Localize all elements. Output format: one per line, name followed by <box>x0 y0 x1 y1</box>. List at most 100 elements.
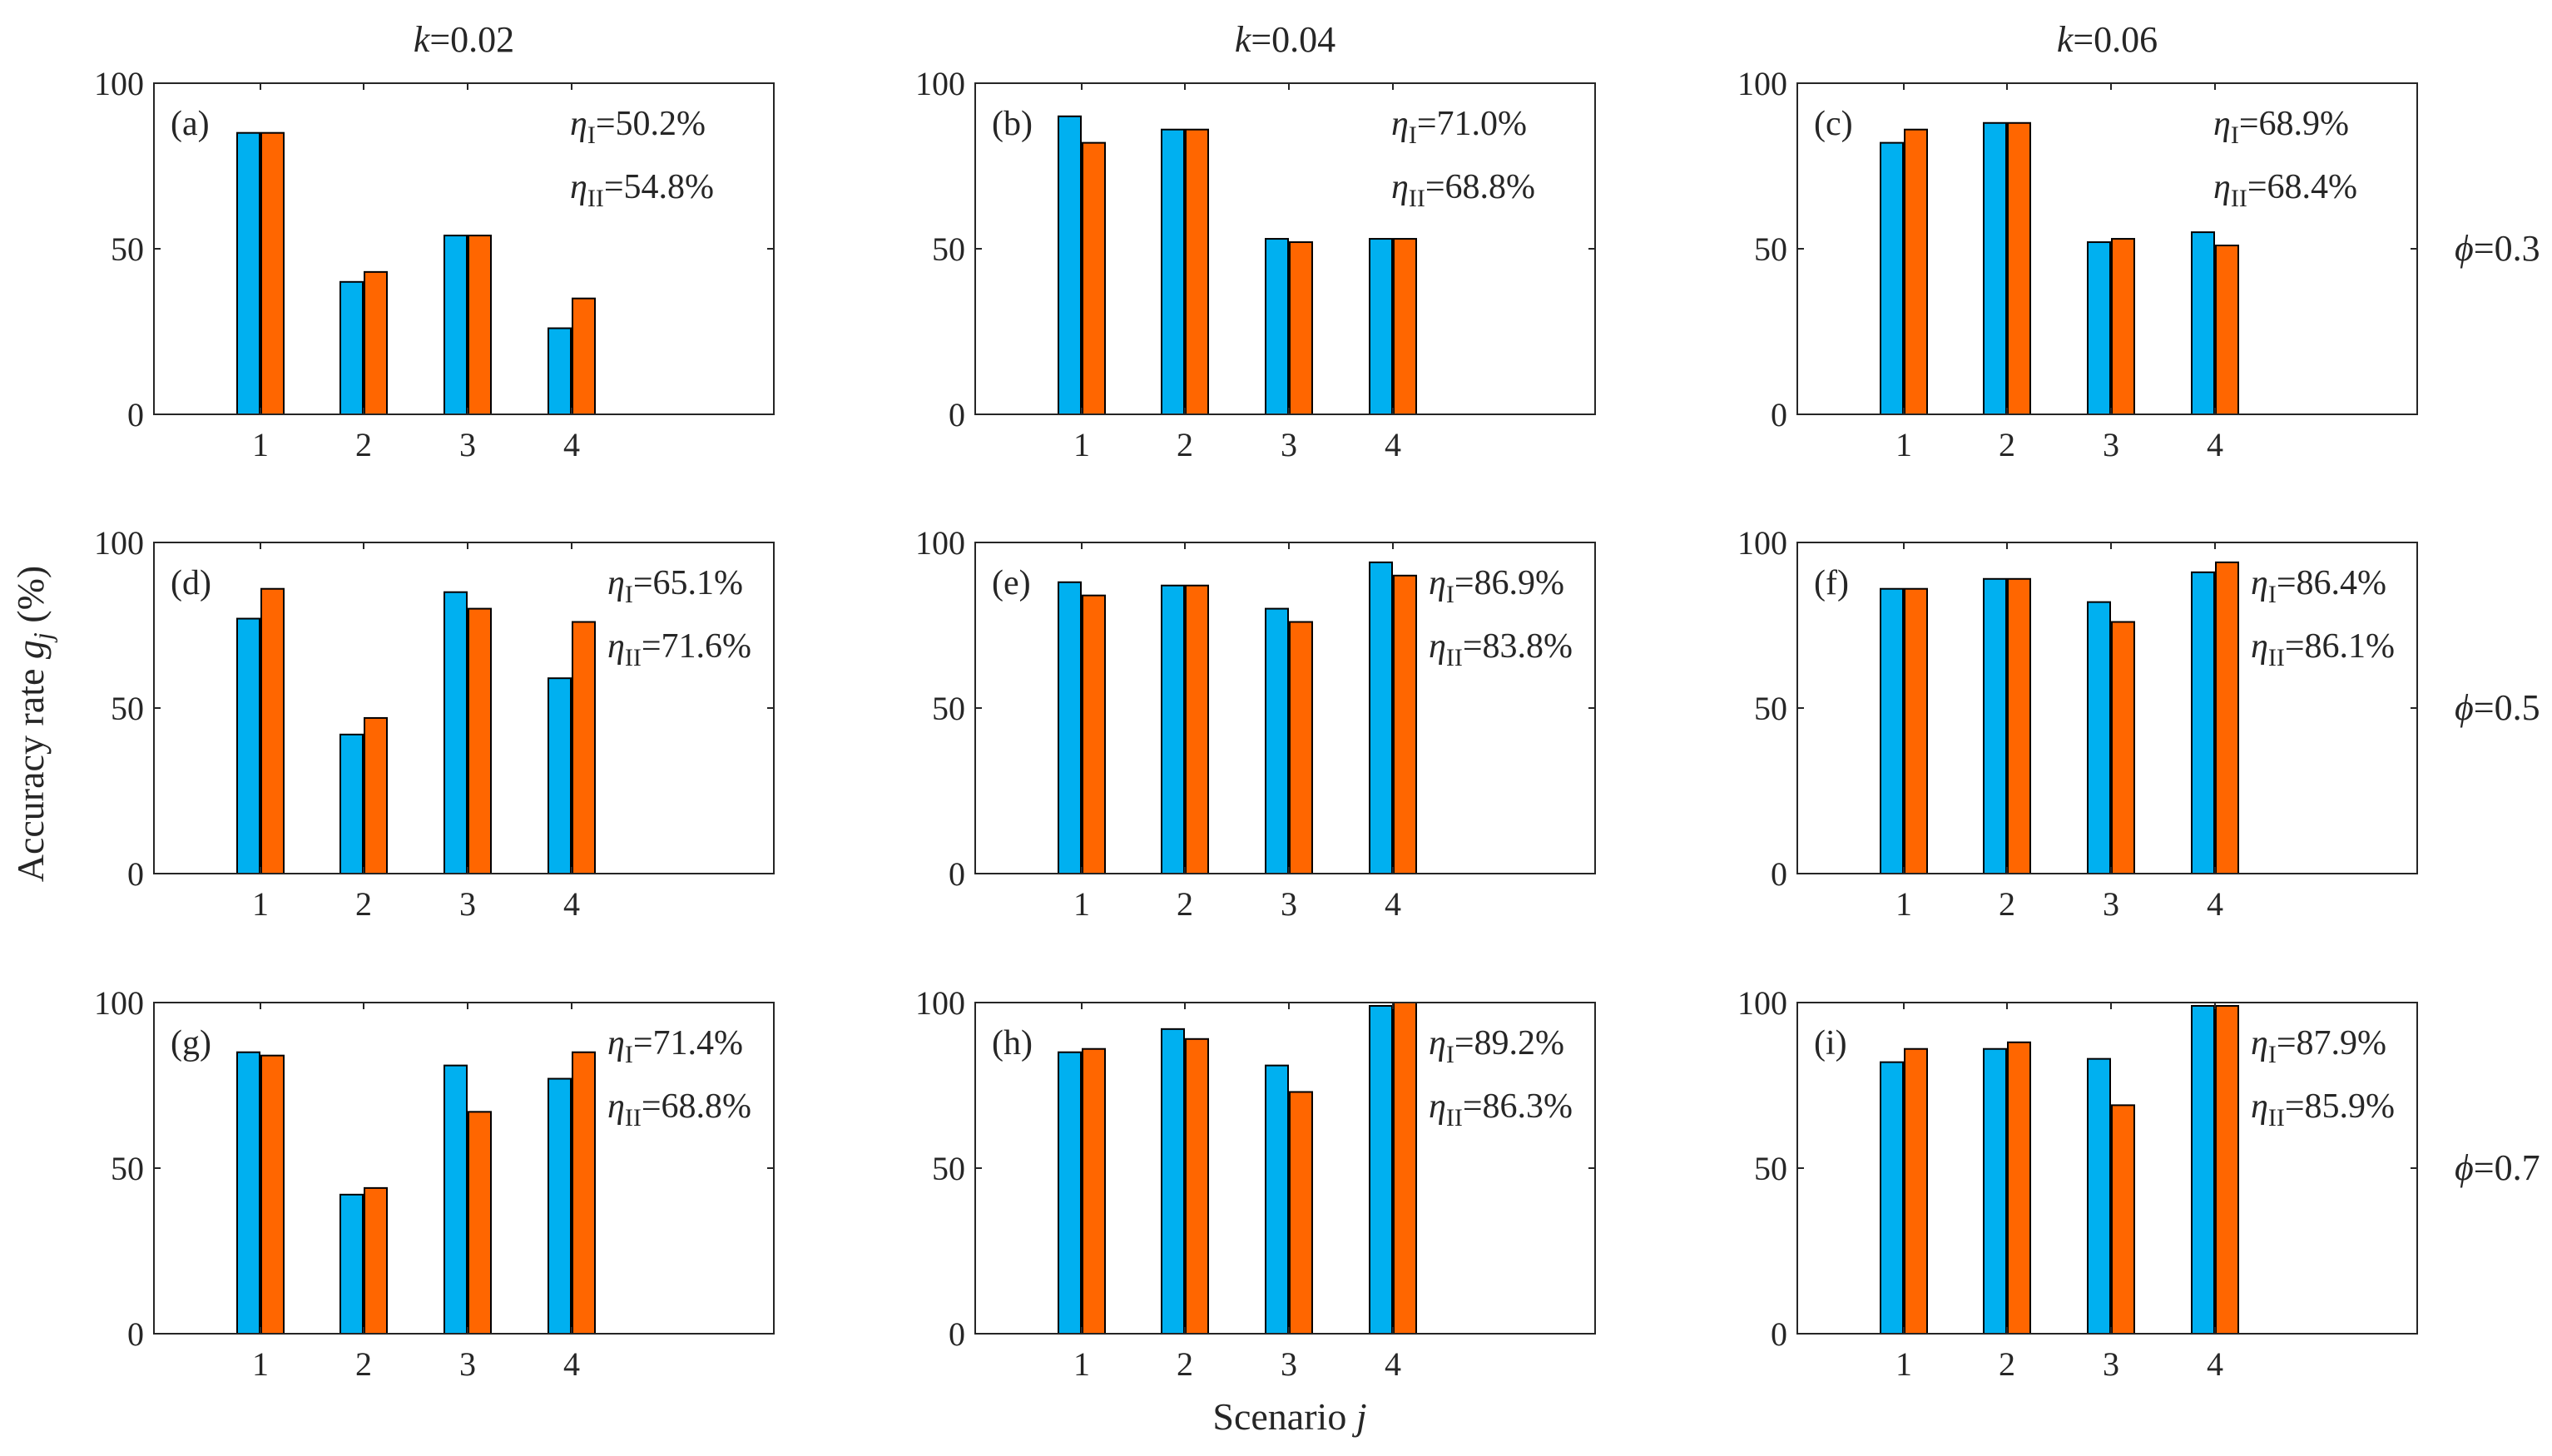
x-tick-label: 1 <box>1073 885 1090 923</box>
x-tick-label: 2 <box>1999 1345 2015 1383</box>
y-tick-label: 50 <box>111 230 144 268</box>
x-tick-label: 1 <box>252 885 269 923</box>
bar-series-2 <box>572 621 596 875</box>
bar-series-1 <box>1265 1064 1289 1335</box>
column-title: k=0.04 <box>1235 19 1335 60</box>
bar-series-1 <box>339 280 364 415</box>
column-title: k=0.06 <box>2057 19 2158 60</box>
panel: 0 50 100 1 2 3 4 (e) ηI=86.9% ηII=83.8% <box>915 524 1596 923</box>
bar-series-1 <box>548 327 572 415</box>
bar-series-1 <box>1058 115 1082 416</box>
bar-series-2 <box>2007 1041 2031 1335</box>
y-tick-label: 50 <box>932 230 965 268</box>
eta-II-annotation: ηII=68.8% <box>607 1087 751 1132</box>
x-tick-label: 1 <box>1073 1345 1090 1383</box>
bar-series-2 <box>260 1054 285 1335</box>
eta-II-annotation: ηII=54.8% <box>570 168 714 212</box>
y-tick-label: 100 <box>94 65 144 102</box>
bar-series-2 <box>1185 1038 1209 1335</box>
eta-I-annotation: ηI=89.2% <box>1429 1024 1564 1068</box>
bar-series-1 <box>1983 1047 2007 1335</box>
bar-series-1 <box>1058 1051 1082 1335</box>
panel: 0 50 100 1 2 3 4 (g) ηI=71.4% ηII=68.8% <box>94 984 775 1383</box>
bar-series-2 <box>1289 621 1313 875</box>
bar-series-2 <box>260 131 285 415</box>
bar-series-1 <box>1265 607 1289 874</box>
bar-series-1 <box>444 591 468 874</box>
eta-I-annotation: ηI=86.4% <box>2251 564 2386 608</box>
bar-series-2 <box>364 716 388 874</box>
panel: 0 50 100 1 2 3 4 (a) ηI=50.2% ηII=54.8% <box>94 65 775 463</box>
panel: 0 50 100 1 2 3 4 (h) ηI=89.2% ηII=86.3% <box>915 984 1596 1383</box>
bar-series-2 <box>1393 574 1417 874</box>
bar-series-1 <box>1880 1061 1904 1335</box>
panel: 0 50 100 1 2 3 4 (i) ηI=87.9% ηII=85.9% <box>1737 984 2418 1383</box>
x-tick-label: 1 <box>252 426 269 463</box>
eta-I-annotation: ηI=71.0% <box>1391 105 1527 149</box>
eta-I-annotation: ηI=71.4% <box>607 1024 743 1068</box>
y-tick-label: 50 <box>111 1150 144 1187</box>
bar-series-1 <box>444 1064 468 1335</box>
bar-series-1 <box>548 1077 572 1335</box>
eta-I-annotation: ηI=65.1% <box>607 564 743 608</box>
y-tick-label: 100 <box>1737 65 1787 102</box>
bar-series-2 <box>2215 1004 2239 1335</box>
eta-II-annotation: ηII=83.8% <box>1429 627 1573 671</box>
bar-series-1 <box>236 617 260 874</box>
bar-series-1 <box>1161 128 1185 415</box>
eta-I-annotation: ηI=68.9% <box>2213 105 2349 149</box>
bar-series-2 <box>1185 584 1209 874</box>
bar-series-1 <box>2191 231 2215 415</box>
bar-series-2 <box>2111 238 2135 415</box>
y-tick-label: 50 <box>1754 1150 1787 1187</box>
x-tick-label: 4 <box>2207 426 2223 463</box>
y-tick-label: 50 <box>1754 230 1787 268</box>
x-tick-label: 1 <box>1895 1345 1912 1383</box>
x-axis-label: Scenario j <box>1212 1395 1366 1438</box>
bar-series-1 <box>1161 1028 1185 1335</box>
bar-series-1 <box>339 733 364 875</box>
bar-series-2 <box>2111 621 2135 875</box>
bar-series-1 <box>548 677 572 874</box>
x-tick-label: 2 <box>355 1345 372 1383</box>
eta-II-annotation: ηII=85.9% <box>2251 1087 2395 1132</box>
x-tick-label: 4 <box>563 426 580 463</box>
x-tick-label: 1 <box>1895 426 1912 463</box>
y-tick-label: 0 <box>1771 1315 1787 1353</box>
x-tick-label: 4 <box>563 1345 580 1383</box>
y-tick-label: 100 <box>915 984 965 1022</box>
y-tick-label: 50 <box>1754 690 1787 727</box>
y-tick-label: 0 <box>127 1315 144 1353</box>
x-tick-label: 2 <box>1177 426 1193 463</box>
eta-I-annotation: ηI=86.9% <box>1429 564 1564 608</box>
bar-series-2 <box>1082 141 1106 415</box>
y-tick-label: 0 <box>949 855 965 893</box>
row-label: ϕ=0.3 <box>2455 228 2540 269</box>
x-tick-label: 3 <box>1281 426 1297 463</box>
bar-series-1 <box>2191 571 2215 874</box>
x-tick-label: 4 <box>1385 885 1401 923</box>
y-tick-label: 100 <box>94 524 144 562</box>
y-tick-label: 50 <box>932 1150 965 1187</box>
eta-II-annotation: ηII=86.3% <box>1429 1087 1573 1132</box>
eta-I-annotation: ηI=87.9% <box>2251 1024 2386 1068</box>
x-tick-label: 2 <box>355 885 372 923</box>
bar-series-1 <box>1369 1004 1393 1335</box>
bar-series-1 <box>1161 584 1185 874</box>
panel-letter: (d) <box>171 564 211 602</box>
bar-series-1 <box>2087 241 2111 416</box>
y-tick-label: 100 <box>915 524 965 562</box>
panel: 0 50 100 1 2 3 4 (c) ηI=68.9% ηII=68.4% <box>1737 65 2418 463</box>
bar-series-2 <box>1185 128 1209 415</box>
panel: 0 50 100 1 2 3 4 (b) ηI=71.0% ηII=68.8% <box>915 65 1596 463</box>
x-tick-label: 2 <box>355 426 372 463</box>
y-tick-label: 100 <box>94 984 144 1022</box>
x-tick-label: 3 <box>2103 885 2119 923</box>
bar-series-2 <box>1393 1002 1417 1335</box>
bar-series-2 <box>572 297 596 416</box>
bar-series-2 <box>2111 1104 2135 1335</box>
bar-series-1 <box>1265 238 1289 415</box>
bar-series-2 <box>572 1051 596 1335</box>
x-tick-label: 3 <box>459 885 476 923</box>
bar-series-2 <box>1904 587 1928 874</box>
